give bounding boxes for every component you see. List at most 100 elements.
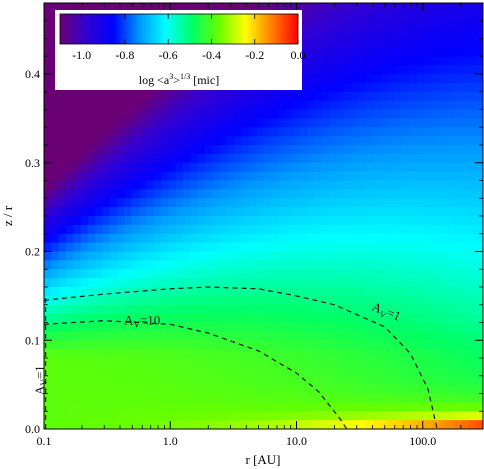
- heatmap-cell: [300, 331, 308, 341]
- heatmap-cell: [226, 100, 235, 111]
- heatmap-cell: [65, 313, 74, 324]
- heatmap-cell: [183, 153, 191, 164]
- heatmap-cell: [439, 171, 448, 182]
- heatmap-cell: [95, 278, 104, 288]
- heatmap-cell: [285, 180, 294, 190]
- heatmap-cell: [190, 402, 199, 412]
- heatmap-cell: [197, 251, 206, 261]
- heatmap-cell: [109, 91, 118, 102]
- heatmap-cell: [343, 180, 352, 190]
- heatmap-cell: [139, 287, 148, 297]
- heatmap-cell: [343, 29, 352, 40]
- heatmap-cell: [190, 145, 199, 155]
- heatmap-cell: [234, 251, 243, 261]
- heatmap-cell: [190, 269, 199, 279]
- heatmap-cell: [87, 287, 96, 297]
- heatmap-cell: [402, 127, 411, 137]
- heatmap-cell: [387, 109, 396, 119]
- heatmap-cell: [153, 287, 162, 297]
- heatmap-cell: [146, 224, 155, 235]
- heatmap-cell: [256, 180, 265, 190]
- heatmap-cell: [351, 242, 360, 253]
- heatmap-cell: [190, 251, 199, 261]
- heatmap-cell: [409, 340, 418, 350]
- heatmap-cell: [168, 153, 177, 164]
- heatmap-cell: [80, 375, 89, 386]
- heatmap-cell: [95, 375, 104, 386]
- heatmap-cell: [380, 198, 389, 208]
- heatmap-cell: [131, 127, 140, 137]
- heatmap-cell: [212, 340, 221, 350]
- heatmap-cell: [329, 420, 338, 429]
- heatmap-cell: [146, 322, 155, 332]
- heatmap-cell: [365, 29, 374, 40]
- heatmap-cell: [475, 109, 483, 119]
- heatmap-cell: [329, 331, 338, 341]
- heatmap-cell: [439, 242, 448, 253]
- heatmap-cell: [226, 393, 235, 403]
- heatmap-cell: [300, 411, 308, 421]
- heatmap-cell: [373, 358, 382, 368]
- heatmap-cell: [204, 269, 213, 279]
- heatmap-cell: [58, 349, 67, 359]
- heatmap-cell: [175, 127, 184, 137]
- heatmap-cell: [190, 358, 199, 368]
- heatmap-cell: [197, 287, 206, 297]
- heatmap-cell: [51, 118, 60, 128]
- heatmap-cell: [336, 251, 345, 261]
- heatmap-cell: [65, 420, 74, 429]
- heatmap-cell: [278, 393, 287, 403]
- heatmap-cell: [73, 411, 82, 421]
- heatmap-cell: [278, 171, 287, 182]
- heatmap-cell: [204, 109, 213, 119]
- heatmap-cell: [183, 162, 191, 173]
- heatmap-cell: [51, 331, 60, 341]
- heatmap-cell: [329, 153, 338, 164]
- heatmap-cell: [278, 242, 287, 253]
- heatmap-cell: [212, 358, 221, 368]
- heatmap-cell: [417, 402, 426, 412]
- heatmap-cell: [475, 340, 483, 350]
- heatmap-cell: [475, 366, 483, 377]
- heatmap-cell: [278, 411, 287, 421]
- heatmap-cell: [58, 216, 67, 226]
- heatmap-cell: [80, 3, 89, 13]
- heatmap-cell: [409, 162, 418, 173]
- heatmap-cell: [336, 3, 345, 13]
- heatmap-cell: [409, 127, 418, 137]
- heatmap-cell: [343, 189, 352, 199]
- heatmap-cell: [336, 189, 345, 199]
- heatmap-cell: [241, 269, 250, 279]
- heatmap-cell: [373, 322, 382, 332]
- heatmap-cell: [431, 242, 440, 253]
- heatmap-cell: [183, 189, 191, 199]
- heatmap-cell: [117, 198, 126, 208]
- heatmap-cell: [395, 278, 404, 288]
- heatmap-cell: [314, 198, 323, 208]
- heatmap-cell: [58, 384, 67, 395]
- heatmap-cell: [358, 189, 367, 199]
- heatmap-cell: [80, 411, 89, 421]
- heatmap-cell: [409, 74, 418, 84]
- heatmap-cell: [329, 384, 338, 395]
- heatmap-cell: [468, 295, 477, 306]
- heatmap-cell: [44, 216, 52, 226]
- heatmap-cell: [204, 331, 213, 341]
- heatmap-cell: [117, 411, 126, 421]
- heatmap-cell: [241, 393, 250, 403]
- heatmap-cell: [51, 171, 60, 182]
- heatmap-cell: [431, 145, 440, 155]
- heatmap-cell: [446, 216, 455, 226]
- heatmap-cell: [336, 393, 345, 403]
- heatmap-cell: [322, 304, 330, 315]
- heatmap-cell: [190, 233, 199, 244]
- heatmap-cell: [431, 162, 440, 173]
- heatmap-cell: [336, 11, 345, 22]
- heatmap-cell: [139, 233, 148, 244]
- heatmap-cell: [226, 375, 235, 386]
- heatmap-cell: [175, 189, 184, 199]
- heatmap-cell: [402, 384, 411, 395]
- heatmap-cell: [219, 162, 228, 173]
- heatmap-cell: [475, 420, 483, 429]
